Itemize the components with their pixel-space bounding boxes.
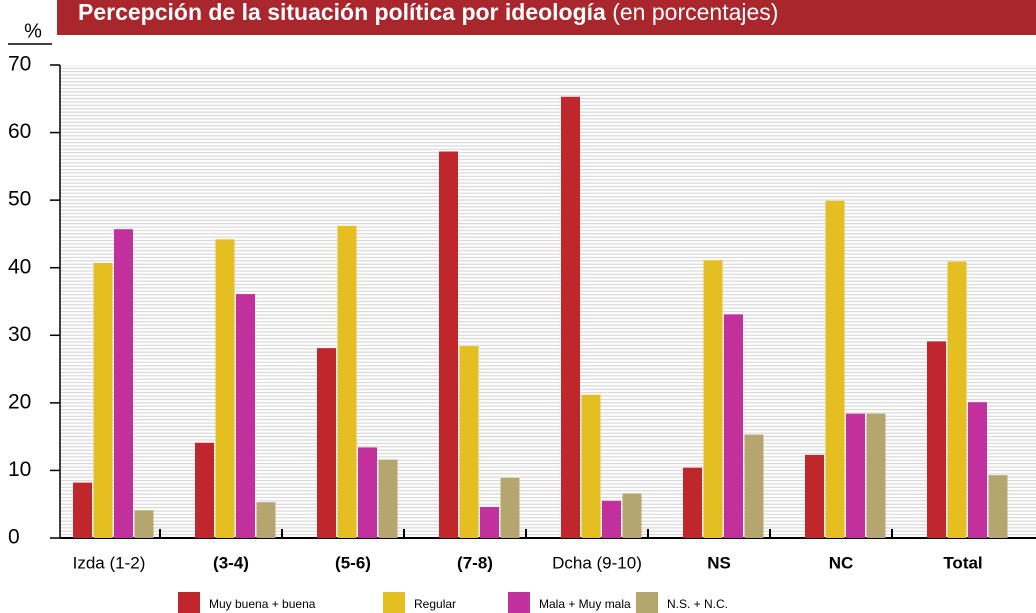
x-tick-label: NS: [707, 553, 731, 572]
y-tick-label: 10: [8, 458, 31, 481]
bar: [561, 96, 580, 538]
y-tick-label: 20: [8, 390, 31, 413]
title-bar: [57, 0, 1036, 35]
x-tick-label: Total: [943, 553, 982, 572]
title-text: Percepción de la situación política por …: [78, 0, 606, 25]
bar: [459, 346, 479, 538]
bar: [256, 502, 276, 538]
legend-label: N.S. + N.C.: [667, 597, 728, 611]
bar: [581, 394, 601, 538]
bar: [195, 442, 214, 538]
bar: [378, 459, 398, 538]
legend-swatch: [178, 592, 200, 613]
y-tick-label: 60: [8, 120, 31, 143]
bar: [968, 402, 987, 538]
y-tick-label: 30: [8, 323, 31, 346]
legend-swatch: [636, 592, 658, 613]
bar: [988, 475, 1008, 538]
bar: [724, 314, 743, 538]
legend-label: Regular: [414, 597, 456, 611]
bar: [236, 294, 255, 538]
bar: [114, 229, 133, 538]
chart-title: Percepción de la situación política por …: [78, 0, 778, 25]
bar: [744, 434, 764, 538]
bar: [927, 341, 946, 538]
x-tick-label: (5-6): [335, 553, 371, 572]
x-tick-label: (3-4): [213, 553, 249, 572]
bar: [703, 260, 723, 538]
bar: [73, 482, 92, 538]
bar: [93, 262, 113, 538]
bar: [439, 151, 458, 538]
x-tick-label: Dcha (9-10): [552, 553, 642, 572]
bar: [602, 500, 621, 538]
x-tick-label: Izda (1-2): [73, 553, 146, 572]
bar: [622, 493, 642, 538]
subtitle-text: (en porcentajes): [612, 0, 778, 25]
legend-label: Mala + Muy mala: [539, 597, 631, 611]
bar: [317, 348, 336, 538]
y-axis-label: %: [24, 20, 42, 42]
bar: [825, 200, 845, 538]
bar: [215, 239, 235, 538]
bar: [480, 506, 499, 538]
bar: [947, 261, 967, 538]
x-tick-label: NC: [829, 553, 854, 572]
y-tick-label: 50: [8, 188, 31, 211]
legend-swatch: [383, 592, 405, 613]
bar: [358, 447, 377, 538]
y-tick-label: 0: [8, 526, 20, 549]
bar: [337, 225, 357, 538]
bar: [500, 477, 520, 538]
bar: [805, 454, 824, 538]
legend-swatch: [508, 592, 530, 613]
bar: [866, 413, 886, 538]
bar: [134, 510, 154, 538]
y-tick-label: 70: [8, 53, 31, 76]
bar: [683, 467, 702, 538]
x-tick-label: (7-8): [457, 553, 493, 572]
legend-label: Muy buena + buena: [209, 597, 316, 611]
y-tick-label: 40: [8, 255, 31, 278]
bar: [846, 413, 865, 538]
